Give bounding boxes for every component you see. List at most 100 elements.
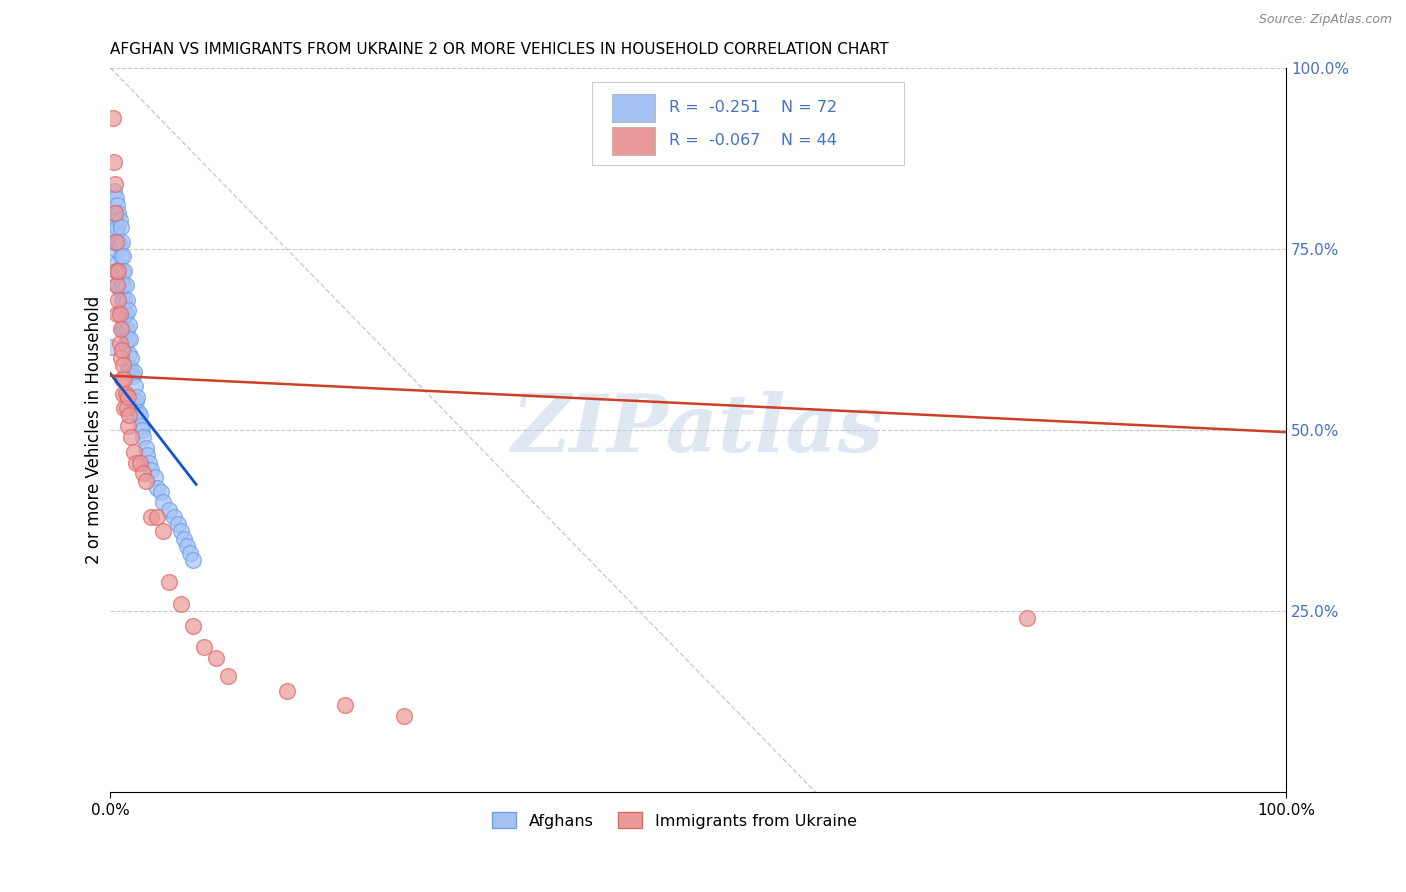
Point xyxy=(110,249,132,263)
Point xyxy=(104,242,127,256)
Point xyxy=(110,274,132,288)
Point xyxy=(120,351,142,365)
Point xyxy=(152,495,174,509)
Point xyxy=(110,321,132,335)
Point xyxy=(181,618,204,632)
Point xyxy=(120,430,142,444)
Point xyxy=(111,293,134,307)
Point xyxy=(124,379,146,393)
Point xyxy=(108,238,131,252)
Point xyxy=(101,235,124,249)
Point xyxy=(111,321,134,335)
Point xyxy=(111,235,134,249)
Point xyxy=(163,510,186,524)
Point xyxy=(127,390,149,404)
Point xyxy=(117,332,139,346)
Point xyxy=(105,278,128,293)
Point xyxy=(114,307,136,321)
Point xyxy=(149,484,172,499)
Point xyxy=(112,263,135,277)
Point xyxy=(115,293,138,307)
Point xyxy=(146,510,169,524)
Text: ZIPatlas: ZIPatlas xyxy=(512,392,884,468)
Point xyxy=(107,235,129,249)
Point xyxy=(103,184,125,198)
Point xyxy=(105,263,128,277)
Point xyxy=(170,524,193,539)
Point xyxy=(108,336,131,351)
Point xyxy=(112,372,135,386)
Point xyxy=(111,372,134,386)
Point xyxy=(107,263,129,277)
Point xyxy=(105,235,128,249)
Point xyxy=(104,177,127,191)
Point xyxy=(134,441,156,455)
Point xyxy=(167,517,190,532)
Point xyxy=(120,361,142,376)
Point xyxy=(115,401,138,416)
Point xyxy=(105,198,128,212)
Point xyxy=(117,361,139,376)
Bar xyxy=(612,95,655,122)
Point xyxy=(118,318,141,332)
Point xyxy=(105,191,128,205)
Point xyxy=(132,467,155,481)
Point xyxy=(392,709,415,723)
Point xyxy=(112,278,135,293)
Point xyxy=(176,539,198,553)
Point xyxy=(125,456,148,470)
Point xyxy=(335,698,357,713)
Point xyxy=(135,448,157,462)
Point xyxy=(152,524,174,539)
Point xyxy=(112,386,135,401)
Point xyxy=(110,351,132,365)
Point xyxy=(276,684,298,698)
Point xyxy=(141,510,163,524)
Point xyxy=(107,263,129,277)
Point xyxy=(105,307,128,321)
Point xyxy=(120,332,142,346)
Point xyxy=(125,394,148,409)
Point xyxy=(170,597,193,611)
Point xyxy=(1017,611,1039,625)
Point xyxy=(103,205,125,219)
Point xyxy=(104,205,127,219)
Point xyxy=(122,444,145,458)
Point xyxy=(132,430,155,444)
Text: Source: ZipAtlas.com: Source: ZipAtlas.com xyxy=(1258,13,1392,27)
Point xyxy=(110,303,132,318)
Point xyxy=(100,340,122,354)
Point xyxy=(105,224,128,238)
Text: R =  -0.251    N = 72: R = -0.251 N = 72 xyxy=(669,100,837,115)
Point xyxy=(114,386,136,401)
Point xyxy=(112,307,135,321)
Point xyxy=(134,474,156,488)
Point xyxy=(173,532,195,546)
Point xyxy=(114,336,136,351)
Point xyxy=(118,347,141,361)
Legend: Afghans, Immigrants from Ukraine: Afghans, Immigrants from Ukraine xyxy=(486,805,863,835)
Point xyxy=(101,112,124,126)
Y-axis label: 2 or more Vehicles in Household: 2 or more Vehicles in Household xyxy=(86,296,103,564)
Point xyxy=(117,390,139,404)
Point xyxy=(131,423,153,437)
Point xyxy=(122,365,145,379)
Bar xyxy=(612,127,655,154)
Point xyxy=(112,321,135,335)
Point xyxy=(217,669,239,683)
Point xyxy=(121,368,143,383)
Point xyxy=(157,502,180,516)
Point xyxy=(115,321,138,335)
Point xyxy=(138,456,160,470)
Point xyxy=(103,154,125,169)
Text: R =  -0.067    N = 44: R = -0.067 N = 44 xyxy=(669,133,837,147)
Point xyxy=(105,256,128,270)
Point xyxy=(108,212,131,227)
Point xyxy=(118,409,141,423)
Point xyxy=(117,303,139,318)
Point xyxy=(193,640,215,655)
Point xyxy=(128,456,150,470)
Point xyxy=(117,419,139,434)
Point xyxy=(112,401,135,416)
Point xyxy=(114,278,136,293)
